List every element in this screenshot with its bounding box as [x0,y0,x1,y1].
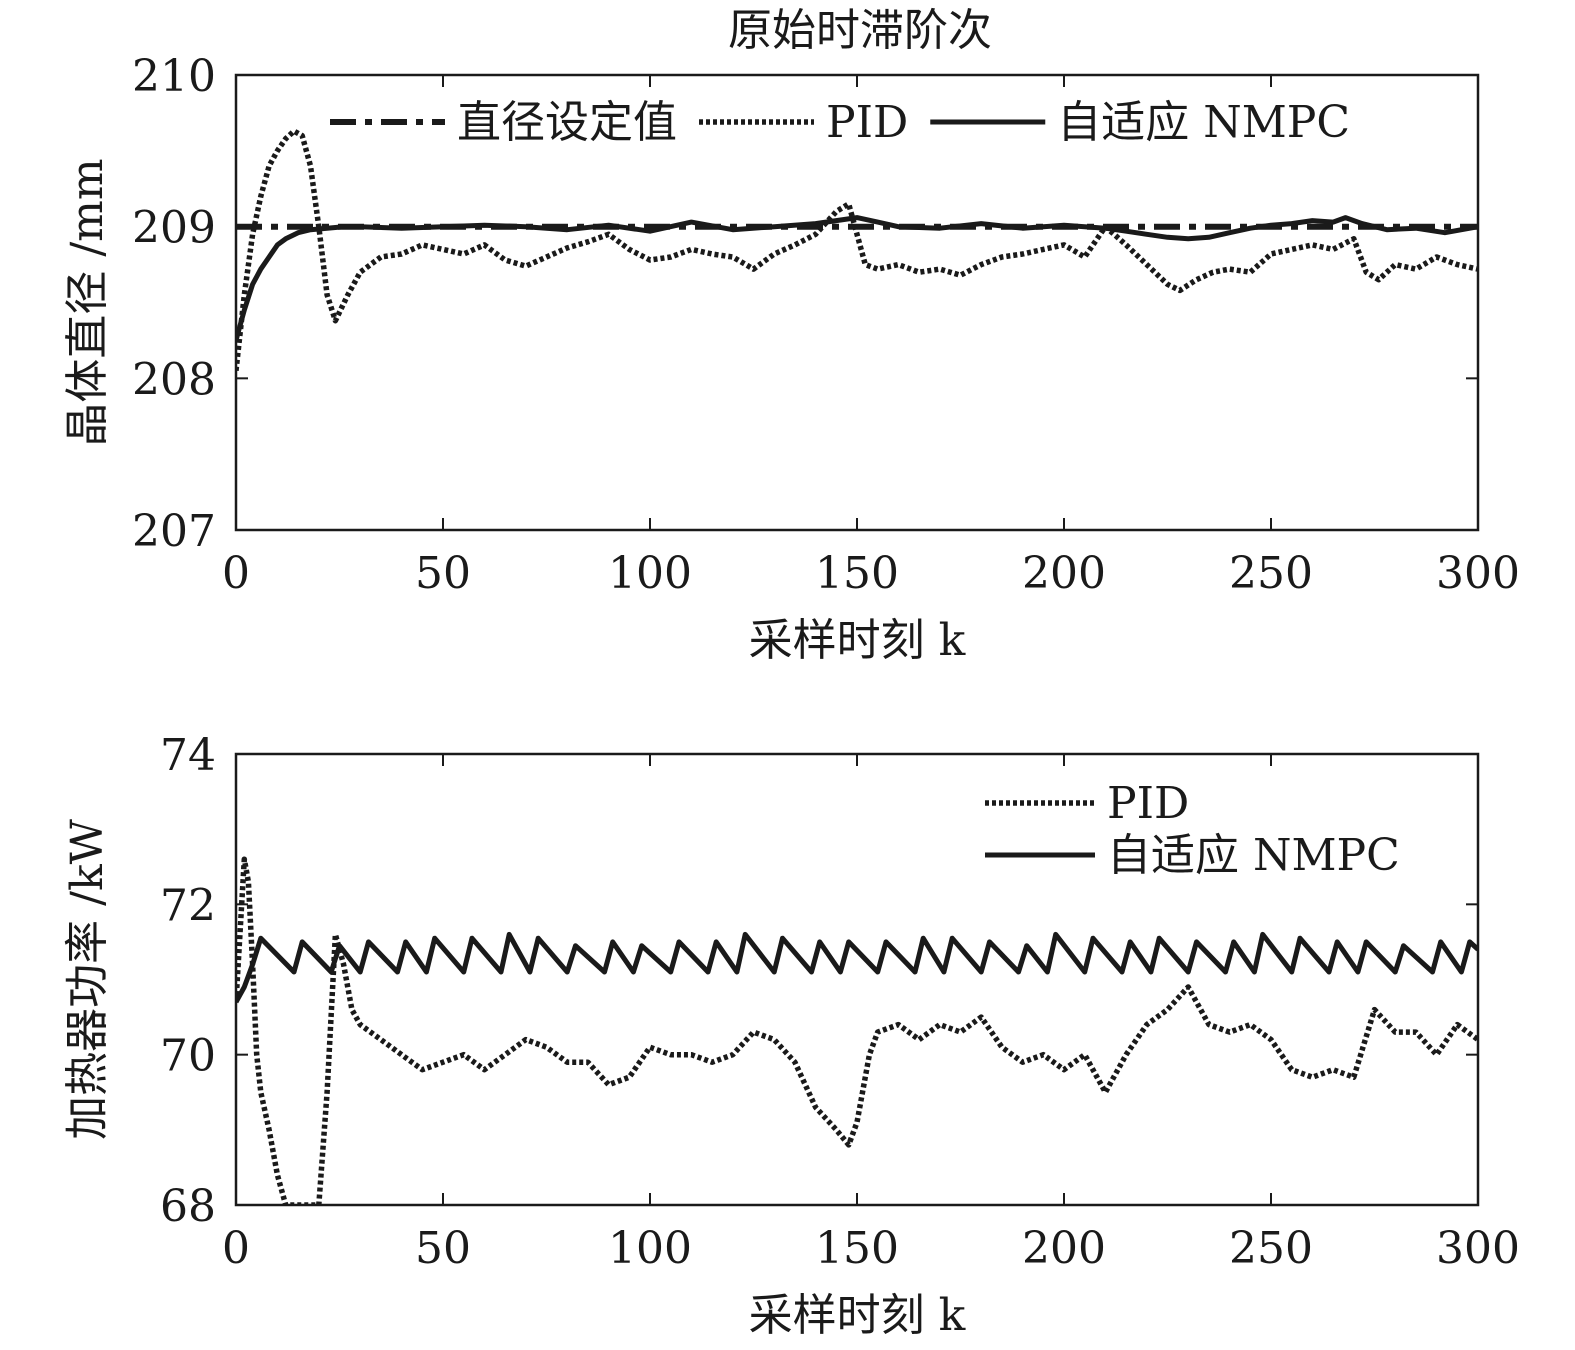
x-tick-label: 300 [1436,1223,1520,1274]
y-tick-label: 72 [160,880,216,931]
x-tick-label: 0 [222,1223,250,1274]
x-tick-label: 200 [1022,548,1106,599]
x-tick-label: 200 [1022,1223,1106,1274]
y-tick-label: 68 [160,1181,216,1232]
y-axis-label: 加热器功率 /kW [62,818,113,1139]
series-line-0 [236,856,1478,1205]
x-tick-label: 250 [1229,548,1313,599]
heater-power-plot: 0 50 100 150 200 250 300 68 70 72 74 采样时刻 k 加热器功率 /k… [62,730,1520,1341]
y-tick-label: 208 [132,354,216,405]
axes-frame [234,752,1480,1207]
x-tick-label: 150 [815,1223,899,1274]
x-tick-label: 100 [608,1223,692,1274]
legend-label: PID [1107,778,1189,829]
y-axis-label: 晶体直径 /mm [62,158,113,446]
legend: 直径设定值 PID 自适应 NMPC [330,97,1350,148]
series-line-1 [236,931,1478,1004]
legend-label: 自适应 NMPC [1107,830,1400,881]
legend-label: PID [826,97,908,148]
x-tick-label: 300 [1436,548,1520,599]
legend-label: 自适应 NMPC [1057,97,1350,148]
x-tick-label: 50 [415,548,471,599]
x-tick-label: 100 [608,548,692,599]
y-tick-label: 70 [160,1031,216,1082]
figure-title: 原始时滞阶次 [728,5,992,56]
y-tick-label: 209 [132,203,216,254]
x-tick-label: 150 [815,548,899,599]
diameter-plot: 0 50 100 150 200 250 300 207 208 209 210 采样时刻 k 晶体直径… [62,51,1520,666]
y-tick-label: 210 [132,51,216,102]
x-tick-label: 250 [1229,1223,1313,1274]
x-axis-label: 采样时刻 k [749,1290,966,1341]
legend-label: 直径设定值 [457,97,677,148]
x-axis-label: 采样时刻 k [749,615,966,666]
y-tick-label: 207 [132,506,216,557]
x-tick-label: 0 [222,548,250,599]
series-line-2 [236,215,1478,342]
series-line-1 [236,128,1478,371]
x-tick-label: 50 [415,1223,471,1274]
y-tick-label: 74 [160,730,216,781]
